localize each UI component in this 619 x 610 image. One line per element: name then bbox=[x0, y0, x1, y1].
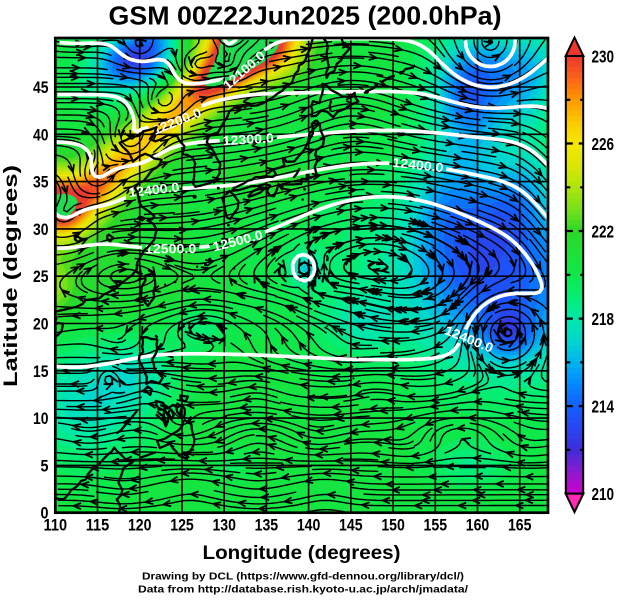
svg-text:Longitude (degrees): Longitude (degrees) bbox=[203, 543, 401, 564]
svg-text:160: 160 bbox=[466, 516, 490, 535]
svg-text:12400.0: 12400.0 bbox=[392, 155, 445, 175]
svg-text:214: 214 bbox=[592, 397, 615, 417]
svg-text:130: 130 bbox=[212, 516, 236, 535]
svg-text:115: 115 bbox=[86, 516, 110, 535]
svg-text:12500.0: 12500.0 bbox=[145, 241, 196, 256]
svg-text:120: 120 bbox=[128, 516, 152, 535]
svg-text:0: 0 bbox=[41, 504, 49, 523]
svg-text:12300.0: 12300.0 bbox=[222, 130, 274, 148]
svg-text:140: 140 bbox=[297, 516, 321, 535]
svg-text:135: 135 bbox=[255, 516, 279, 535]
svg-text:145: 145 bbox=[339, 516, 363, 535]
svg-text:GSM 00Z22Jun2025 (200.0hPa): GSM 00Z22Jun2025 (200.0hPa) bbox=[109, 1, 502, 31]
svg-text:10: 10 bbox=[33, 409, 49, 428]
svg-text:125: 125 bbox=[170, 516, 194, 535]
svg-text:Drawing by DCL (https://www.gf: Drawing by DCL (https://www.gfd-dennou.o… bbox=[142, 571, 464, 583]
svg-text:150: 150 bbox=[381, 516, 405, 535]
svg-text:30: 30 bbox=[33, 220, 49, 239]
svg-text:226: 226 bbox=[592, 134, 615, 154]
svg-text:5: 5 bbox=[41, 456, 49, 475]
svg-text:40: 40 bbox=[33, 125, 49, 144]
svg-text:230: 230 bbox=[592, 47, 615, 67]
svg-text:35: 35 bbox=[33, 173, 49, 192]
svg-text:20: 20 bbox=[33, 315, 49, 334]
svg-text:110: 110 bbox=[44, 516, 68, 535]
svg-text:222: 222 bbox=[592, 222, 615, 242]
svg-text:155: 155 bbox=[424, 516, 448, 535]
svg-text:25: 25 bbox=[33, 267, 49, 286]
svg-text:45: 45 bbox=[33, 78, 49, 97]
svg-text:218: 218 bbox=[592, 309, 615, 329]
svg-text:15: 15 bbox=[33, 362, 49, 381]
svg-text:Data from http://database.rish: Data from http://database.rish.kyoto-u.a… bbox=[138, 584, 468, 596]
svg-text:165: 165 bbox=[508, 516, 532, 535]
svg-text:210: 210 bbox=[592, 484, 615, 504]
svg-text:12400.0: 12400.0 bbox=[128, 179, 181, 200]
svg-text:Latitude (degrees): Latitude (degrees) bbox=[1, 165, 22, 387]
